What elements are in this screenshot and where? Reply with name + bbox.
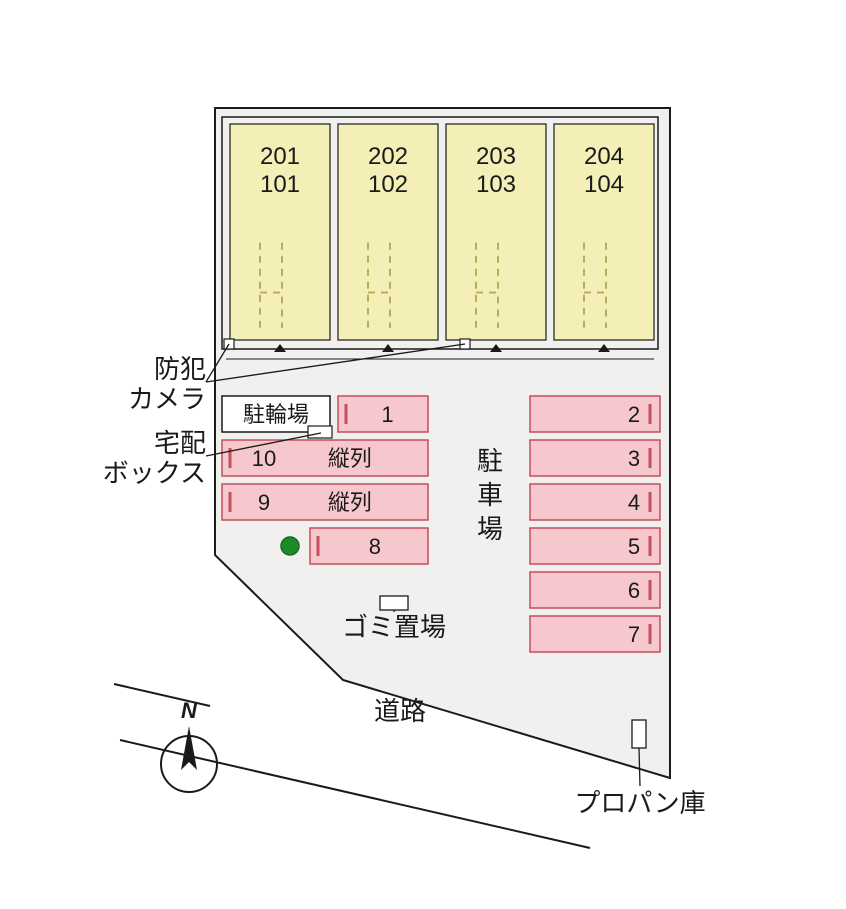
camera-label: 防犯 bbox=[154, 354, 206, 384]
parking-spot-6 bbox=[530, 572, 660, 608]
parking-spot-5 bbox=[530, 528, 660, 564]
parking-num: 3 bbox=[628, 446, 640, 471]
camera-label: カメラ bbox=[128, 384, 206, 414]
delivery-label: ボックス bbox=[103, 458, 206, 488]
propane-storage bbox=[632, 720, 646, 748]
parking-extra: 縦列 bbox=[328, 446, 372, 471]
parking-area-label: 車 bbox=[477, 480, 503, 510]
parking-num: 8 bbox=[369, 534, 381, 559]
parking-num: 9 bbox=[258, 490, 270, 515]
parking-area-label: 駐 bbox=[477, 446, 503, 476]
parking-spot-2 bbox=[530, 396, 660, 432]
parking-extra: 縦列 bbox=[328, 490, 372, 515]
parking-num: 5 bbox=[628, 534, 640, 559]
parking-num: 1 bbox=[381, 402, 393, 427]
unit-label-bottom: 102 bbox=[368, 171, 408, 198]
parking-spot-4 bbox=[530, 484, 660, 520]
unit-label-bottom: 103 bbox=[476, 171, 516, 198]
compass-n-label: N bbox=[181, 698, 198, 723]
road-label: 道路 bbox=[374, 696, 426, 726]
parking-area-label: 場 bbox=[477, 514, 503, 544]
unit-label-bottom: 104 bbox=[584, 171, 624, 198]
propane-label: プロパン庫 bbox=[574, 788, 705, 818]
unit-label-top: 203 bbox=[476, 143, 516, 170]
parking-num: 7 bbox=[628, 622, 640, 647]
parking-num: 6 bbox=[628, 578, 640, 603]
delivery-box bbox=[308, 426, 332, 438]
parking-spot-9 bbox=[222, 484, 428, 520]
unit-label-bottom: 101 bbox=[260, 171, 300, 198]
parking-spot-7 bbox=[530, 616, 660, 652]
compass-needle-icon bbox=[181, 726, 197, 770]
unit-label-top: 202 bbox=[368, 143, 408, 170]
unit-label-top: 201 bbox=[260, 143, 300, 170]
bike-parking-label: 駐輪場 bbox=[243, 402, 309, 427]
unit-label-top: 204 bbox=[584, 143, 624, 170]
parking-spot-3 bbox=[530, 440, 660, 476]
parking-num: 2 bbox=[628, 402, 640, 427]
trash-label: ゴミ置場 bbox=[342, 612, 446, 642]
delivery-label: 宅配 bbox=[154, 428, 206, 458]
parking-num: 10 bbox=[252, 446, 276, 471]
trash-point bbox=[380, 596, 408, 610]
site-plan: 201101 202102 203103 204104 駐輪場 1 10 縦列 9 縦列 8 2 3… bbox=[0, 0, 846, 909]
parking-num: 4 bbox=[628, 490, 640, 515]
tree-icon bbox=[281, 537, 299, 555]
